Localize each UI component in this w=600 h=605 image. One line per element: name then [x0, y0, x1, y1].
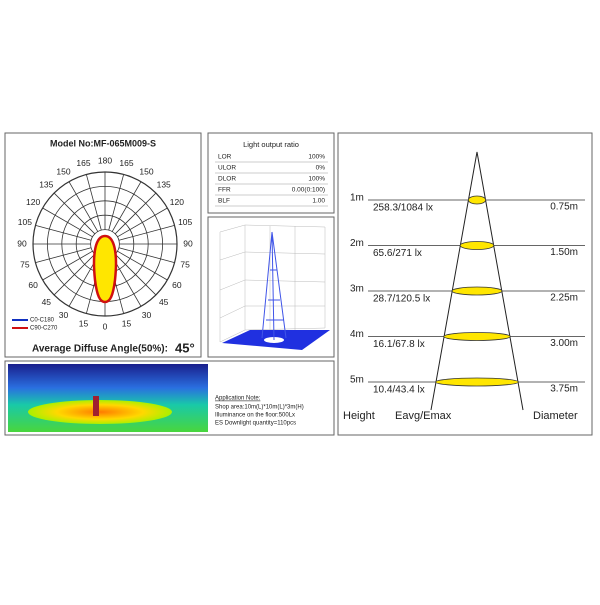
legend-label: C90-C270: [30, 326, 58, 332]
angle-label: 60: [28, 280, 38, 290]
angle-label: 90: [17, 238, 27, 248]
grid-spoke: [108, 174, 125, 231]
grid-spoke: [53, 253, 96, 296]
angle-label: 150: [56, 166, 70, 176]
diffuse-label: Average Diffuse Angle(50%):: [32, 344, 168, 355]
light-spot: [451, 286, 503, 296]
light-spot: [443, 332, 511, 341]
grid-spoke: [68, 181, 99, 232]
ratio-key: FFR: [218, 187, 231, 194]
light-spot: [459, 241, 495, 250]
column-header: Diameter: [533, 410, 578, 422]
height-label: 5m: [350, 375, 364, 386]
ratio-value: 0.00(0:100): [292, 187, 325, 194]
diameter-value: 2.25m: [550, 293, 578, 304]
angle-label: 45: [42, 297, 52, 307]
ratio-key: BLF: [218, 198, 230, 205]
ratio-table: LOR 100% ULOR 0% DLOR 100% FFR 0.00(0:100) BLF 1.…: [215, 154, 328, 207]
grid-spoke: [117, 207, 168, 238]
illuminance-value: 16.1/67.8 lx: [373, 339, 425, 350]
ratio-key: DLOR: [218, 176, 236, 183]
grid-spoke: [111, 181, 142, 232]
grid-spoke: [85, 174, 102, 231]
plot3d-spike: [261, 231, 287, 341]
angle-label: 180: [98, 155, 112, 165]
grid-spoke: [35, 247, 92, 264]
grid-spoke: [114, 253, 157, 296]
diameter-value: 1.50m: [550, 247, 578, 258]
angle-label: 30: [59, 310, 69, 320]
grid-spoke: [35, 224, 92, 241]
light-spot: [435, 377, 519, 387]
application-note: Shop area:10m(L)*10m(L)*3m(H) Illuminance…: [215, 405, 304, 427]
angle-label: 165: [119, 158, 133, 168]
angle-label: 105: [178, 217, 192, 227]
ratio-value: 100%: [308, 176, 325, 183]
grid-spoke: [42, 250, 93, 281]
height-label: 3m: [350, 284, 364, 295]
angle-label: 120: [170, 197, 184, 207]
illuminance-value: 10.4/43.4 lx: [373, 385, 425, 396]
illuminance-value: 65.6/271 lx: [373, 248, 422, 259]
angle-label: 60: [172, 280, 182, 290]
angle-label: 150: [139, 166, 153, 176]
diameter-value: 3.00m: [550, 338, 578, 349]
column-header: Eavg/Emax: [395, 410, 452, 422]
app-line: Illuminance on the floor:500Lx: [215, 413, 295, 419]
angle-label: 165: [76, 158, 90, 168]
app-line: Shop area:10m(L)*10m(L)*3m(H): [215, 405, 304, 411]
app-title: Application Note:: [215, 396, 261, 402]
ratio-value: 1.00: [312, 198, 325, 205]
angle-label: 15: [79, 318, 89, 328]
angle-label: 30: [142, 310, 152, 320]
cone-outline: [430, 151, 524, 411]
angle-label: 135: [157, 180, 171, 190]
ratio-title: Light output ratio: [243, 140, 299, 149]
legend-label: C0-C180: [30, 318, 55, 324]
height-label: 1m: [350, 193, 364, 204]
rendering-figure: [93, 396, 99, 416]
model-title: Model No:MF-065M009-S: [50, 138, 156, 148]
angle-label: 90: [183, 238, 193, 248]
grid-spoke: [53, 192, 96, 235]
illuminance-value: 258.3/1084 lx: [373, 203, 433, 214]
height-label: 4m: [350, 329, 364, 340]
grid-spoke: [114, 192, 157, 235]
diffuse-value: 45°: [175, 340, 195, 355]
distribution-curve: [92, 234, 118, 304]
grid-spoke: [42, 207, 93, 238]
ratio-key: LOR: [218, 154, 232, 161]
angle-label: 0: [103, 321, 108, 331]
ratio-key: ULOR: [218, 165, 236, 172]
grid-spoke: [117, 250, 168, 281]
grid-spoke: [118, 224, 175, 241]
illuminance-value: 28.7/120.5 lx: [373, 294, 430, 305]
angle-label: 105: [18, 217, 32, 227]
angle-label: 135: [39, 180, 53, 190]
diameter-value: 0.75m: [550, 202, 578, 213]
app-line: ES Downlight quantity=110pcs: [215, 421, 296, 427]
ratio-value: 0%: [316, 165, 326, 172]
angle-label: 75: [180, 260, 190, 270]
grid-spoke: [118, 247, 175, 264]
angle-label: 45: [159, 297, 169, 307]
column-header: Height: [343, 410, 375, 422]
angle-label: 15: [122, 318, 132, 328]
rendering-floor: [28, 400, 172, 424]
angle-label: 75: [20, 260, 30, 270]
height-label: 2m: [350, 238, 364, 249]
angle-label: 120: [26, 197, 40, 207]
ratio-value: 100%: [308, 154, 325, 161]
diameter-value: 3.75m: [550, 384, 578, 395]
light-spot: [467, 195, 487, 205]
cone-diagram: 1m 258.3/1084 lx 0.75m 2m 65.6/271 lx 1.50m 3m…: [343, 151, 585, 422]
